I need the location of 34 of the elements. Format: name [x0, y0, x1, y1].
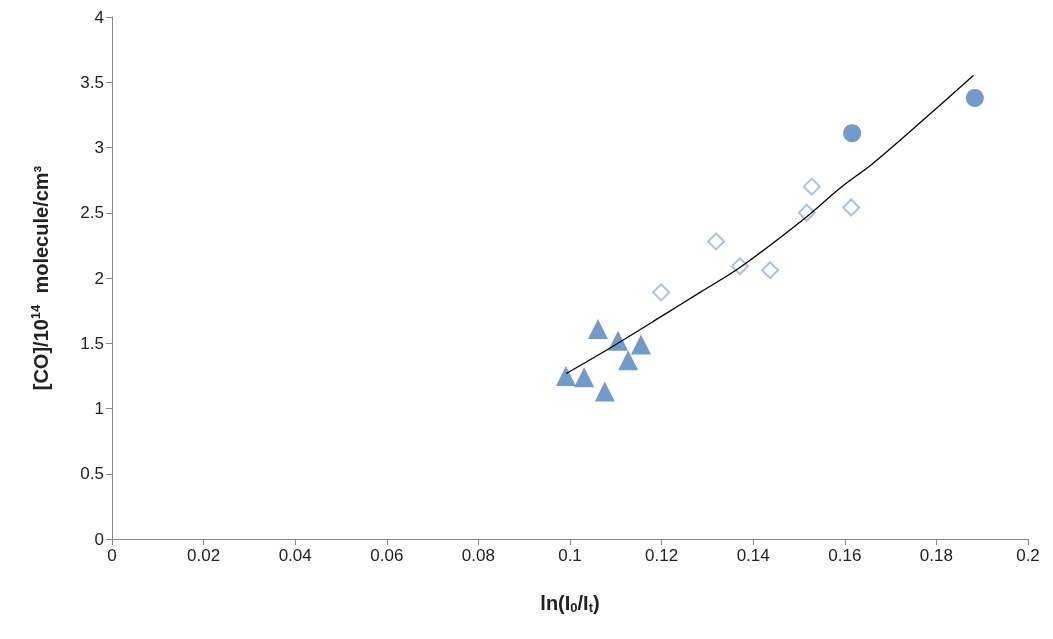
- y-tick-label: 1: [94, 399, 104, 418]
- y-tick-label: 2: [94, 268, 104, 288]
- point: [574, 367, 595, 388]
- x-tick-label: 0.1: [558, 546, 582, 565]
- y-tick-label: 3.5: [80, 72, 104, 92]
- x-tick-label: 0.12: [645, 546, 679, 565]
- y-tick-label: 0.5: [80, 464, 104, 484]
- y-tick-label: 3: [94, 138, 104, 157]
- point: [652, 283, 671, 302]
- x-tick-label: 0.14: [736, 546, 770, 565]
- x-tick-label: 0.04: [278, 546, 312, 565]
- point: [965, 88, 984, 107]
- point: [630, 334, 651, 355]
- x-tick-label: 0.06: [370, 546, 404, 565]
- point: [707, 232, 726, 251]
- point: [618, 350, 639, 371]
- point: [594, 381, 615, 402]
- x-tick-label: 0: [107, 546, 117, 565]
- point: [761, 261, 780, 280]
- point: [555, 365, 576, 386]
- x-tick-label: 0.16: [828, 546, 862, 565]
- y-tick-label: 0: [94, 529, 104, 549]
- point: [842, 198, 861, 217]
- point: [802, 177, 821, 196]
- x-tick-label: 0.2: [1016, 546, 1040, 565]
- point: [587, 318, 608, 339]
- x-tick-label: 0.02: [187, 546, 221, 565]
- x-tick-label: 0.18: [919, 546, 953, 565]
- x-tick-label: 0.08: [461, 546, 495, 565]
- point: [843, 124, 862, 143]
- y-tick-label: 1.5: [80, 333, 104, 353]
- y-tick-label: 4: [94, 7, 104, 27]
- y-tick-label: 2.5: [80, 203, 104, 223]
- y-axis-title: [CO]/1014 molecule/cm³: [28, 165, 52, 391]
